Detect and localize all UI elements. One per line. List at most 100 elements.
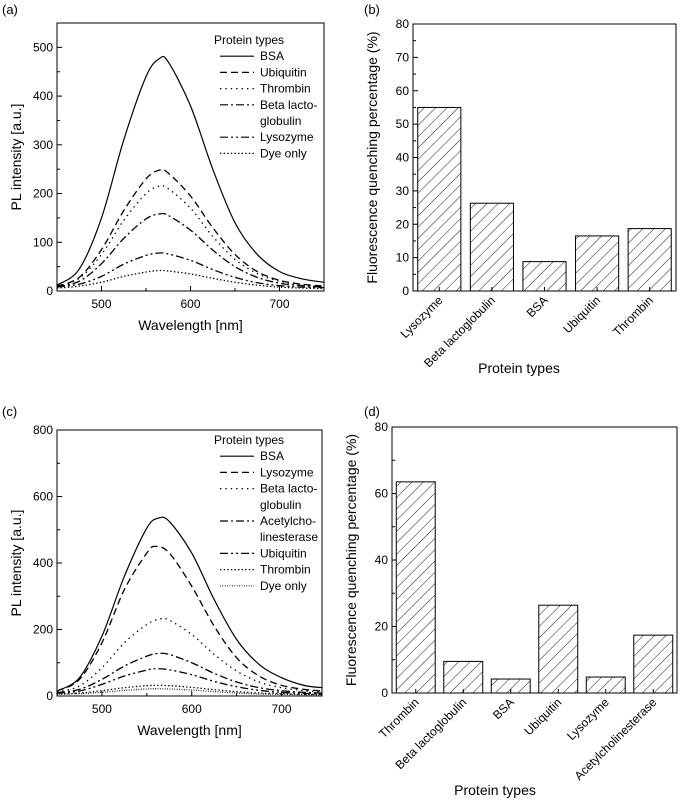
panel-a-series-line-4 — [57, 252, 324, 289]
panel-a-series-line-0 — [57, 55, 324, 286]
panel-c-legend-label-4: Ubiquitin — [260, 546, 307, 560]
panel-a-y-tick-label: 500 — [33, 40, 53, 54]
panel-a-x-tick-label: 500 — [91, 297, 111, 311]
panel-a-legend-label-line: Ubiquitin — [260, 65, 307, 79]
panel-d-category-label-4: Lysozyme — [564, 695, 612, 743]
panel-a-legend-label-1: Ubiquitin — [260, 65, 307, 79]
panel-a-line-chart: (a) 0 100 200 300 400 500 500 600 700 Wavelength … — [2, 2, 325, 333]
panel-b-y-tick-label: 10 — [396, 251, 410, 265]
panel-c-legend-label-line: globulin — [260, 498, 301, 512]
panel-c-legend-label-line: Lysozyme — [260, 465, 314, 479]
panel-a-legend-label-2: Thrombin — [260, 82, 311, 96]
panel-a-legend-label-line: Beta lacto- — [260, 98, 317, 112]
panel-b-label: (b) — [364, 2, 380, 17]
panel-c-y-tick-label: 400 — [33, 556, 53, 570]
panel-a-y-tick-label: 400 — [33, 89, 53, 103]
panel-d-y-tick-label: 40 — [375, 553, 389, 567]
panel-c-legend-label-line: Beta lacto- — [260, 482, 317, 496]
panel-c-legend-label-6: Dye only — [260, 579, 307, 593]
panel-a-y-tick-label: 100 — [33, 235, 53, 249]
panel-a-series-line-2 — [57, 185, 324, 288]
panel-b-y-tick-label: 50 — [396, 117, 410, 131]
panel-c-legend-label-5: Thrombin — [260, 563, 311, 577]
panel-b-bar-0 — [417, 106, 462, 292]
panel-a-x-axis-label: Wavelength [nm] — [138, 317, 243, 333]
panel-a-label: (a) — [2, 2, 18, 17]
panel-c-series-line-2 — [57, 617, 322, 693]
panel-c-legend-label-line: linesterase — [260, 530, 318, 544]
panel-d-bar-5 — [633, 634, 674, 694]
panel-c-label: (c) — [2, 404, 17, 419]
panel-c-y-tick-label: 800 — [33, 423, 53, 437]
panel-a-y-tick-label: 200 — [33, 187, 53, 201]
panel-c-series-line-0 — [57, 516, 322, 692]
panel-a-series-line-3 — [57, 212, 324, 288]
panel-a-x-tick-label: 600 — [180, 297, 200, 311]
panel-a-y-tick-label: 0 — [46, 284, 53, 298]
panel-b-category-label-3: Ubiquitin — [560, 293, 603, 336]
panel-c-legend-label-line: Acetylcho- — [260, 514, 316, 528]
panel-c-series-line-3 — [57, 652, 322, 694]
panel-b-y-tick-label: 60 — [396, 84, 410, 98]
panel-a-y-tick-label: 300 — [33, 138, 53, 152]
panel-b-y-tick-label: 70 — [396, 50, 410, 64]
panel-b-y-tick-label: 30 — [396, 184, 410, 198]
panel-a-series-line-1 — [57, 168, 324, 287]
panel-b-y-tick-label: 80 — [396, 17, 410, 31]
panel-c-legend-label-0: BSA — [260, 449, 284, 463]
panel-c-x-tick-label: 600 — [182, 702, 202, 716]
panel-c-y-tick-label: 600 — [33, 490, 53, 504]
panel-b-y-tick-label: 20 — [396, 217, 410, 231]
panel-c-x-tick-label: 700 — [272, 702, 292, 716]
panel-a-legend-label-line: globulin — [260, 114, 301, 128]
panel-b-x-axis-label: Protein types — [478, 360, 560, 376]
panel-c-series-line-5 — [57, 684, 322, 696]
panel-c-y-axis-label: PL intensity [a.u.] — [8, 510, 24, 617]
panel-b-y-tick-label: 0 — [402, 284, 409, 298]
panel-d-x-axis-label: Protein types — [454, 782, 536, 798]
panel-a-legend-label-0: BSA — [260, 49, 284, 63]
panel-a-legend-label-line: Thrombin — [260, 82, 311, 96]
panel-d-bar-0 — [395, 481, 436, 694]
panel-c-legend-label-line: Dye only — [260, 579, 307, 593]
panel-a-x-tick-label: 700 — [269, 297, 289, 311]
panel-b-category-label-2: BSA — [524, 293, 551, 320]
panel-a-legend-label-4: Lysozyme — [260, 130, 314, 144]
panel-a-series-line-5 — [57, 269, 324, 290]
panel-b-y-axis-label: Fluorescence quenching percentage (%) — [364, 31, 380, 283]
panel-a-legend-title: Protein types — [214, 33, 284, 47]
panel-b-category-label-4: Thrombin — [610, 293, 656, 339]
panel-c-legend-label-1: Lysozyme — [260, 465, 314, 479]
panel-a-legend-label-5: Dye only — [260, 146, 307, 160]
panel-c-legend-label-2: Beta lacto-globulin — [260, 482, 317, 512]
panel-c-legend-label-line: BSA — [260, 449, 284, 463]
panel-c-y-tick-label: 200 — [33, 623, 53, 637]
panel-d-y-tick-label: 60 — [375, 487, 389, 501]
panel-c-series-line-4 — [57, 668, 322, 695]
panel-b-bar-1 — [469, 202, 514, 292]
panel-b-y-tick-label: 40 — [396, 151, 410, 165]
panel-a-legend-label-3: Beta lacto-globulin — [260, 98, 317, 128]
panel-b-bar-4 — [627, 228, 672, 292]
panel-c-series-line-1 — [57, 545, 322, 692]
panel-c-line-chart: (c) 0 200 400 600 800 500 600 700 Wavelength [nm… — [2, 404, 323, 738]
panel-d-label: (d) — [364, 404, 380, 419]
panel-d-y-tick-label: 80 — [375, 420, 389, 434]
panel-d-bar-1 — [443, 660, 484, 694]
panel-d-category-label-5: Acetylcholinesterase — [572, 695, 660, 783]
panel-c-legend-label-3: Acetylcho-linesterase — [260, 514, 318, 544]
panel-c-series-line-6 — [57, 688, 322, 696]
panel-c-legend-label-line: Ubiquitin — [260, 546, 307, 560]
panel-b-bar-2 — [522, 261, 567, 292]
panel-d-y-axis-label: Fluorescence quenching percentage (%) — [343, 434, 359, 686]
panel-a-legend-label-line: Dye only — [260, 146, 307, 160]
panel-b-bar-3 — [575, 235, 620, 292]
panel-c-legend-label-line: Thrombin — [260, 563, 311, 577]
panel-b-category-label-0: Lysozyme — [398, 293, 446, 341]
panel-a-legend-label-line: BSA — [260, 49, 284, 63]
panel-d-category-label-3: Ubiquitin — [521, 695, 564, 738]
panel-d-category-label-2: BSA — [490, 695, 517, 722]
